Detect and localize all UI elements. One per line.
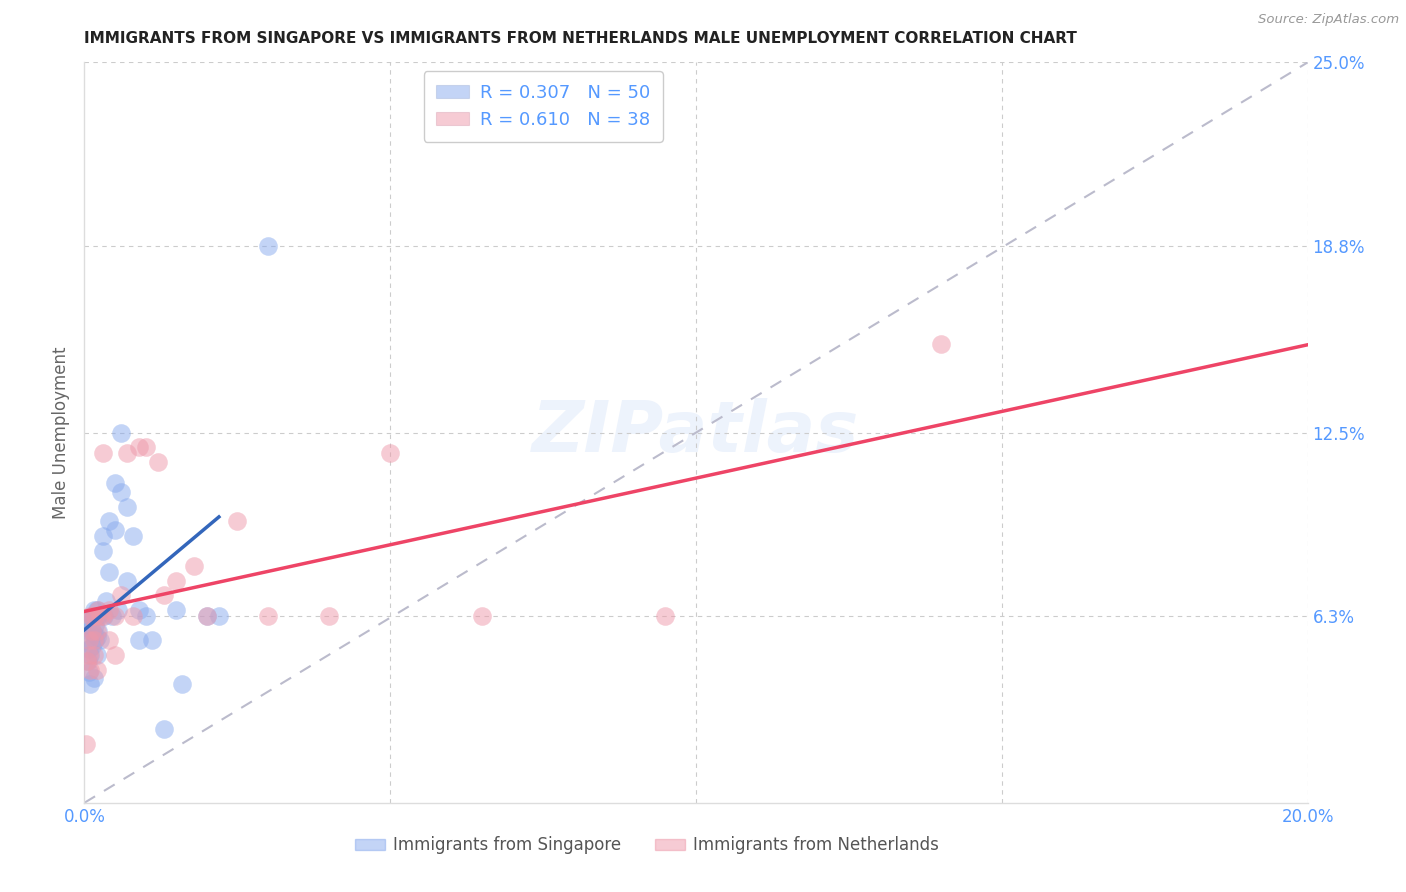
Point [104, 648, 127, 662]
Point [195, 609, 218, 624]
Point [471, 609, 494, 624]
Point [79, 677, 101, 691]
Point [87, 603, 110, 617]
Text: IMMIGRANTS FROM SINGAPORE VS IMMIGRANTS FROM NETHERLANDS MALE UNEMPLOYMENT CORRE: IMMIGRANTS FROM SINGAPORE VS IMMIGRANTS … [84, 31, 1077, 46]
Point [115, 446, 138, 460]
Point [128, 441, 150, 455]
Point [87, 609, 110, 624]
Point [89, 609, 111, 624]
Text: ZIPatlas: ZIPatlas [533, 398, 859, 467]
Point [84, 618, 107, 632]
Point [153, 589, 176, 603]
Point [141, 632, 163, 647]
Point [86, 609, 108, 624]
Point [115, 500, 138, 514]
Point [929, 336, 952, 351]
Point [115, 574, 138, 588]
Point [146, 455, 169, 469]
Point [122, 529, 145, 543]
Point [654, 609, 676, 624]
Point [380, 446, 402, 460]
Point [83, 632, 105, 647]
Point [91, 529, 114, 543]
Point [208, 609, 231, 624]
Point [128, 632, 150, 647]
Point [83, 672, 105, 686]
Point [76, 618, 98, 632]
Point [257, 609, 280, 624]
Point [79, 648, 101, 662]
Point [104, 524, 127, 538]
Point [104, 609, 127, 624]
Point [195, 609, 218, 624]
Point [91, 446, 114, 460]
Legend: Immigrants from Singapore, Immigrants from Netherlands: Immigrants from Singapore, Immigrants fr… [349, 830, 946, 861]
Point [101, 609, 124, 624]
Point [79, 609, 101, 624]
Point [83, 603, 105, 617]
Point [83, 632, 105, 647]
Point [93, 609, 115, 624]
Point [77, 641, 100, 656]
Point [79, 663, 101, 677]
Point [76, 654, 98, 668]
Point [87, 624, 110, 638]
Point [82, 609, 104, 624]
Point [128, 603, 150, 617]
Point [91, 544, 114, 558]
Point [89, 632, 111, 647]
Point [110, 484, 132, 499]
Point [80, 624, 103, 638]
Point [165, 574, 187, 588]
Point [183, 558, 205, 573]
Point [77, 624, 100, 638]
Point [83, 627, 105, 641]
Point [97, 565, 120, 579]
Point [91, 609, 114, 624]
Point [104, 475, 127, 490]
Point [77, 632, 100, 647]
Point [97, 632, 120, 647]
Y-axis label: Male Unemployment: Male Unemployment [52, 346, 70, 519]
Point [77, 665, 100, 680]
Point [135, 609, 157, 624]
Point [110, 589, 132, 603]
Point [86, 603, 108, 617]
Point [110, 425, 132, 440]
Point [86, 630, 108, 644]
Point [97, 515, 120, 529]
Point [135, 441, 157, 455]
Point [165, 603, 187, 617]
Point [79, 612, 101, 626]
Point [94, 594, 117, 608]
Point [107, 603, 129, 617]
Point [75, 632, 97, 647]
Point [77, 654, 100, 668]
Point [84, 609, 107, 624]
Text: Source: ZipAtlas.com: Source: ZipAtlas.com [1258, 13, 1399, 27]
Point [226, 515, 249, 529]
Point [77, 648, 100, 662]
Point [97, 603, 120, 617]
Point [80, 624, 103, 638]
Point [318, 609, 340, 624]
Point [153, 722, 176, 736]
Point [257, 239, 280, 253]
Point [86, 663, 108, 677]
Point [82, 609, 104, 624]
Point [172, 677, 194, 691]
Point [82, 639, 104, 653]
Point [86, 648, 108, 662]
Point [75, 737, 97, 751]
Point [83, 648, 105, 662]
Point [80, 609, 103, 624]
Point [86, 624, 108, 638]
Point [122, 609, 145, 624]
